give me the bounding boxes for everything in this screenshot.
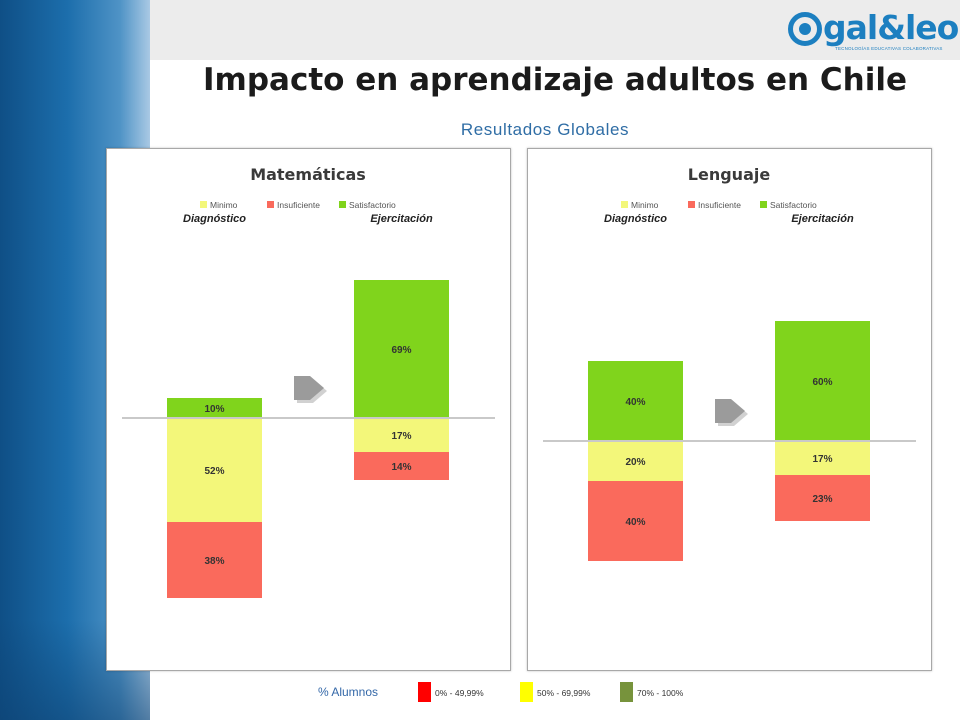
bar-insuficiente-ejercitacion bbox=[354, 452, 449, 480]
legend-swatch-insuficiente bbox=[267, 201, 274, 208]
category-label-ejercitacion: Ejercitación bbox=[370, 213, 433, 225]
logo-wordmark: gal&leo bbox=[823, 8, 959, 47]
bottom-legend-text-low: 0% - 49,99% bbox=[435, 688, 484, 698]
chart-panel-lenguaje: Lenguaje Minimo Insuficiente Satisfactorio D… bbox=[527, 148, 932, 671]
bar-minimo-ejercitacion bbox=[354, 418, 449, 452]
data-label-satisfactorio-diagnostico: 40% bbox=[625, 397, 645, 408]
data-label-satisfactorio-diagnostico: 10% bbox=[204, 404, 224, 415]
bottom-legend-label: % Alumnos bbox=[318, 685, 379, 699]
bar-minimo-ejercitacion bbox=[775, 441, 870, 475]
legend-label-minimo: Minimo bbox=[210, 200, 238, 210]
legend-swatch-satisfactorio bbox=[339, 201, 346, 208]
legend-label-satisfactorio: Satisfactorio bbox=[770, 200, 817, 210]
bottom-legend-text-high: 70% - 100% bbox=[637, 688, 684, 698]
right-arrow-icon bbox=[715, 399, 745, 423]
data-label-minimo-diagnostico: 52% bbox=[204, 466, 224, 477]
gal-leo-logo: gal&leo TECNOLOGÍAS EDUCATIVAS COLABORAT… bbox=[785, 6, 959, 58]
bar-insuficiente-diagnostico bbox=[167, 522, 262, 598]
category-label-diagnostico: Diagnóstico bbox=[183, 213, 246, 225]
legend-label-insuficiente: Insuficiente bbox=[277, 200, 320, 210]
bottom-legend-swatch-low bbox=[418, 682, 431, 702]
page-subtitle: Resultados Globales bbox=[460, 120, 630, 139]
header-strip bbox=[150, 0, 960, 60]
bottom-legend-swatch-high bbox=[620, 682, 633, 702]
data-label-insuficiente-ejercitacion: 14% bbox=[391, 462, 411, 473]
legend-swatch-minimo bbox=[621, 201, 628, 208]
bar-insuficiente-ejercitacion bbox=[775, 475, 870, 521]
category-label-diagnostico: Diagnóstico bbox=[604, 213, 667, 225]
legend-label-insuficiente: Insuficiente bbox=[698, 200, 741, 210]
bar-satisfactorio-ejercitacion bbox=[354, 280, 449, 418]
right-arrow-icon bbox=[294, 376, 324, 400]
bar-satisfactorio-diagnostico bbox=[588, 361, 683, 441]
data-label-satisfactorio-ejercitacion: 69% bbox=[391, 345, 411, 356]
chart-title-matematicas: Matemáticas bbox=[250, 165, 366, 184]
category-label-ejercitacion: Ejercitación bbox=[791, 213, 854, 225]
data-label-minimo-ejercitacion: 17% bbox=[391, 431, 411, 442]
data-label-insuficiente-diagnostico: 38% bbox=[204, 556, 224, 567]
legend-label-satisfactorio: Satisfactorio bbox=[349, 200, 396, 210]
data-label-satisfactorio-ejercitacion: 60% bbox=[812, 377, 832, 388]
chart-title-lenguaje: Lenguaje bbox=[688, 165, 771, 184]
chart-svg-matematicas: Matemáticas Minimo Insuficiente Satisfactor… bbox=[122, 165, 495, 598]
bottom-legend: % Alumnos 0% - 49,99% 50% - 69,99% 70% -… bbox=[0, 682, 960, 706]
legend-swatch-insuficiente bbox=[688, 201, 695, 208]
bar-satisfactorio-ejercitacion bbox=[775, 321, 870, 441]
data-label-minimo-ejercitacion: 17% bbox=[812, 454, 832, 465]
bottom-legend-text-mid: 50% - 69,99% bbox=[537, 688, 591, 698]
data-label-insuficiente-diagnostico: 40% bbox=[625, 517, 645, 528]
chart-panel-matematicas: Matemáticas Minimo Insuficiente Satisfactor… bbox=[106, 148, 511, 671]
bar-minimo-diagnostico bbox=[167, 418, 262, 522]
bottom-legend-swatch-mid bbox=[520, 682, 533, 702]
page-title: Impacto en aprendizaje adultos en Chile bbox=[203, 62, 907, 98]
legend-swatch-satisfactorio bbox=[760, 201, 767, 208]
chart-svg-lenguaje: Lenguaje Minimo Insuficiente Satisfactorio D… bbox=[543, 165, 916, 561]
data-label-minimo-diagnostico: 20% bbox=[625, 457, 645, 468]
logo-tagline: TECNOLOGÍAS EDUCATIVAS COLABORATIVAS bbox=[835, 46, 943, 51]
logo-ring-icon bbox=[788, 12, 822, 46]
legend-swatch-minimo bbox=[200, 201, 207, 208]
bar-satisfactorio-diagnostico bbox=[167, 398, 262, 418]
bar-insuficiente-diagnostico bbox=[588, 481, 683, 561]
legend-label-minimo: Minimo bbox=[631, 200, 659, 210]
bar-minimo-diagnostico bbox=[588, 441, 683, 481]
data-label-insuficiente-ejercitacion: 23% bbox=[812, 494, 832, 505]
